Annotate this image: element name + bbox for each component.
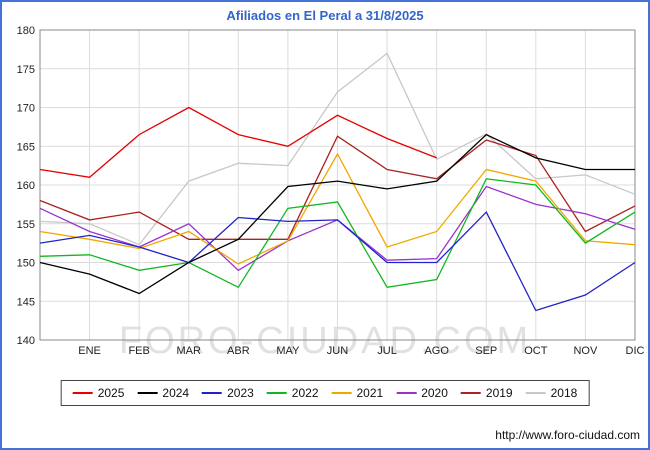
y-axis-tick-label: 165 — [17, 141, 35, 153]
legend-item-2019: 2019 — [460, 386, 513, 400]
series-line-2021 — [39, 152, 636, 265]
x-axis-tick-label: ENE — [78, 345, 101, 357]
y-axis-tick-label: 145 — [17, 296, 35, 308]
legend-swatch-2021 — [331, 392, 352, 394]
legend-label-2021: 2021 — [356, 386, 384, 400]
legend-item-2025: 2025 — [72, 386, 125, 400]
y-axis-tick-label: 170 — [17, 103, 35, 115]
x-axis-tick-label: DIC — [626, 345, 645, 357]
series-line-2024 — [39, 133, 635, 295]
legend-label-2018: 2018 — [550, 386, 578, 400]
legend-item-2024: 2024 — [137, 386, 189, 400]
legend-label-2019: 2019 — [485, 386, 513, 400]
x-axis-tick-label: ABR — [227, 345, 250, 357]
x-axis-tick-label: NOV — [573, 345, 598, 357]
site-url[interactable]: http://www.foro-ciudad.com — [495, 428, 640, 442]
x-axis-tick-label: MAY — [276, 345, 300, 357]
y-axis-tick-label: 140 — [17, 335, 35, 347]
series-line-2018 — [39, 52, 636, 246]
x-axis-tick-label: OCT — [524, 345, 548, 357]
legend-item-2022: 2022 — [266, 386, 319, 400]
legend-item-2021: 2021 — [331, 386, 384, 400]
y-axis-tick-label: 175 — [17, 64, 35, 76]
legend-swatch-2025 — [72, 392, 93, 394]
x-axis-tick-label: FEB — [128, 345, 149, 357]
legend-label-2023: 2023 — [227, 386, 254, 400]
legend-swatch-2019 — [460, 392, 481, 394]
y-axis-tick-label: 155 — [17, 219, 35, 231]
y-axis-tick-label: 150 — [17, 258, 35, 270]
x-axis-tick-label: SEP — [475, 345, 497, 357]
legend-item-2018: 2018 — [525, 386, 578, 400]
legend-swatch-2022 — [266, 392, 287, 394]
series-line-2022 — [39, 178, 636, 289]
x-axis-tick-label: JUL — [377, 345, 397, 357]
series-line-2023 — [39, 210, 636, 312]
legend-label-2020: 2020 — [421, 386, 448, 400]
series-line-2025 — [39, 106, 437, 178]
legend-item-2023: 2023 — [202, 386, 254, 400]
x-axis-tick-label: MAR — [177, 345, 202, 357]
chart-title: Afiliados en El Peral a 31/8/2025 — [226, 8, 424, 23]
legend-swatch-2024 — [137, 392, 158, 394]
legend-label-2025: 2025 — [97, 386, 125, 400]
legend-swatch-2018 — [525, 392, 546, 394]
x-axis-tick-label: JUN — [327, 345, 348, 357]
legend-swatch-2023 — [202, 392, 223, 394]
legend-label-2024: 2024 — [162, 386, 190, 400]
y-axis-tick-label: 180 — [17, 25, 35, 37]
legend-swatch-2020 — [396, 392, 417, 394]
plot-border — [39, 29, 636, 341]
x-axis-tick-label: AGO — [424, 345, 449, 357]
legend-item-2020: 2020 — [396, 386, 448, 400]
legend-label-2022: 2022 — [291, 386, 319, 400]
series-line-2019 — [39, 135, 636, 240]
legend-box: 2025 2024 2023 2022 2021 2020 2019 2018 — [60, 380, 590, 406]
y-axis-tick-label: 160 — [17, 180, 35, 192]
